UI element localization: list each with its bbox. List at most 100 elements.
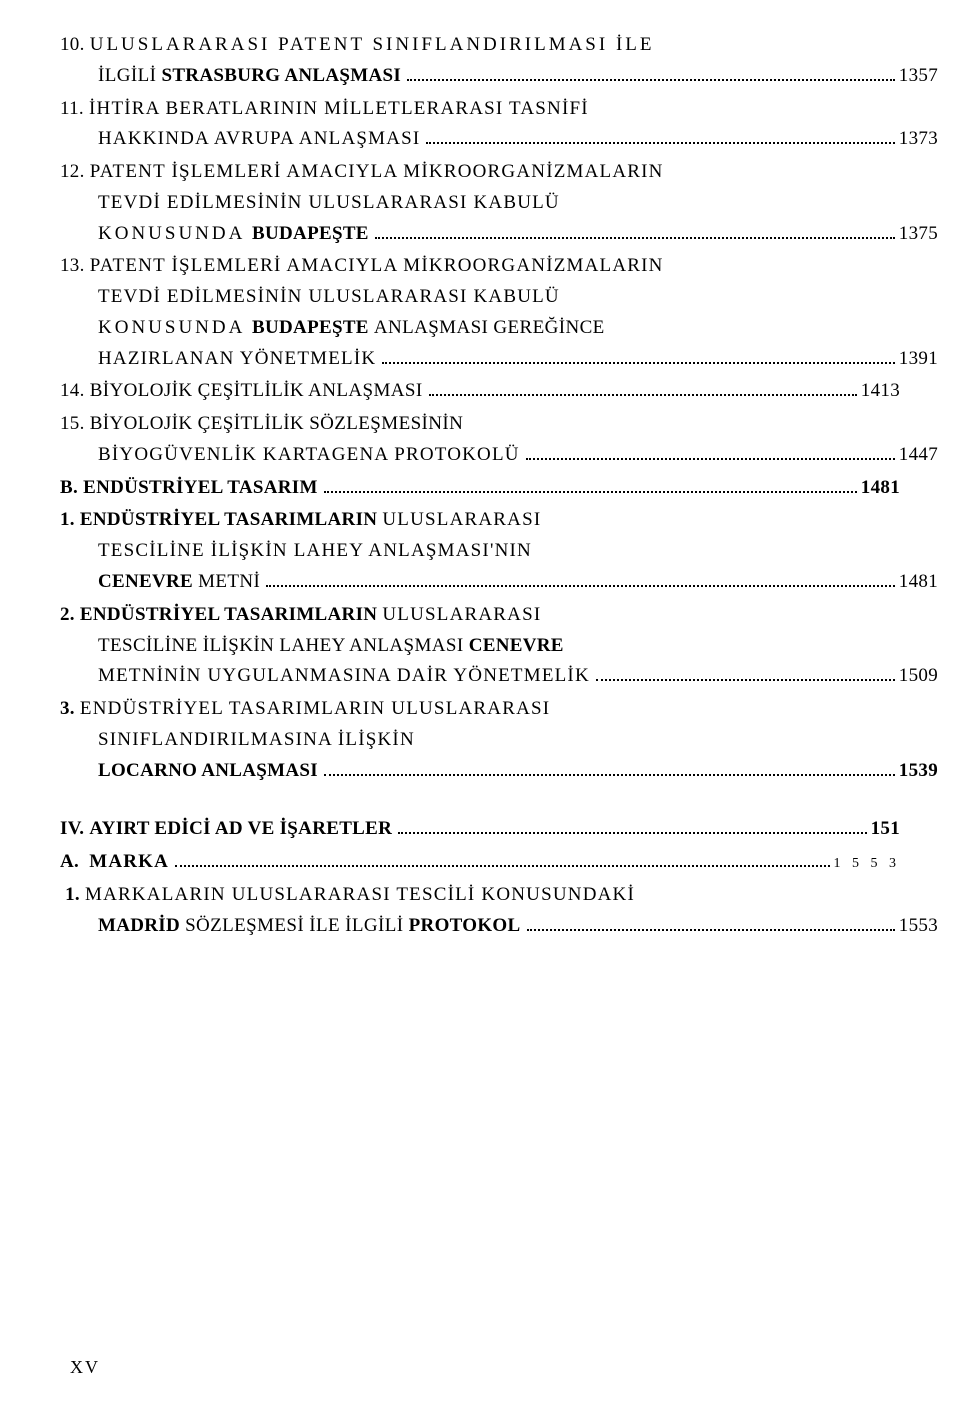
toc-entry-11: 11. İHTİRA BERATLARININ MİLLETLERARASI T…: [60, 94, 900, 156]
section-number: IV.: [60, 818, 84, 839]
entry-line: 10. ULUSLARARASI PATENT SINIFLANDIRILMAS…: [60, 30, 900, 61]
entry-leader-row: İLGİLİ STRASBURG ANLAŞMASI 1357: [60, 61, 938, 92]
entry-text: ENDÜSTRİYEL TASARIMLARIN ULUSLARARASI: [80, 698, 550, 719]
entry-leader-row: HAKKINDA AVRUPA ANLAŞMASI 1373: [60, 124, 938, 155]
leader-dots: [375, 223, 895, 238]
entry-line: TESCİLİNE İLİŞKİN LAHEY ANLAŞMASI CENEVR…: [60, 631, 900, 662]
entry-leader-row: A. MARKA 1 5 5 3: [60, 847, 900, 878]
section-number: A.: [60, 851, 79, 872]
toc-section-iv: IV. AYIRT EDİCİ AD VE İŞARETLER 151: [60, 814, 900, 845]
item-number: 1.: [65, 884, 80, 905]
leader-dots: [324, 760, 895, 775]
entry-bold: MADRİD: [98, 915, 185, 936]
leader-dots: [407, 65, 895, 80]
entry-line: 12. PATENT İŞLEMLERİ AMACIYLA MİKROORGAN…: [60, 157, 900, 188]
entry-leader-row: LOCARNO ANLAŞMASI 1539: [60, 756, 938, 787]
leader-dots: [596, 666, 895, 681]
entry-label: 14. BİYOLOJİK ÇEŞİTLİLİK ANLAŞMASI: [60, 376, 423, 407]
entry-text: METNİ: [198, 571, 260, 592]
entry-bold: LOCARNO ANLAŞMASI: [98, 760, 318, 781]
item-number: 11.: [60, 98, 84, 119]
entry-text: MARKALARIN ULUSLARARASI TESCİLİ KONUSUND…: [85, 884, 635, 905]
item-number: 13.: [60, 255, 85, 276]
entry-text: BİYOLOJİK ÇEŞİTLİLİK SÖZLEŞMESİNİN: [90, 413, 464, 434]
toc-entry-15: 15. BİYOLOJİK ÇEŞİTLİLİK SÖZLEŞMESİNİN B…: [60, 409, 900, 471]
page-number: 1509: [899, 661, 938, 692]
page-bold: 151: [871, 818, 900, 839]
entry-label: IV. AYIRT EDİCİ AD VE İŞARETLER: [60, 814, 392, 845]
leader-dots: [324, 477, 857, 492]
leader-dots: [426, 129, 894, 144]
entry-bold: BUDAPEŞTE: [252, 317, 374, 338]
leader-dots: [175, 852, 829, 867]
item-number: 15.: [60, 413, 85, 434]
leader-dots: [526, 445, 895, 460]
item-number: 10.: [60, 34, 85, 55]
entry-text: ULUSLARARASI: [382, 604, 541, 625]
page-number: 1391: [899, 344, 938, 375]
item-number: 2.: [60, 604, 75, 625]
page-number: 1357: [899, 61, 938, 92]
entry-label: B. ENDÜSTRİYEL TASARIM: [60, 473, 318, 504]
toc-entry-12: 12. PATENT İŞLEMLERİ AMACIYLA MİKROORGAN…: [60, 157, 900, 249]
entry-bold: ENDÜSTRİYEL TASARIMLARIN: [80, 509, 382, 530]
item-number: 1.: [60, 509, 75, 530]
page-number: 151: [871, 814, 900, 845]
entry-leader-row: IV. AYIRT EDİCİ AD VE İŞARETLER 151: [60, 814, 900, 845]
entry-bold: ENDÜSTRİYEL TASARIMLARIN: [80, 604, 382, 625]
item-number: 12.: [60, 161, 85, 182]
entry-line: 3. ENDÜSTRİYEL TASARIMLARIN ULUSLARARASI: [60, 694, 900, 725]
entry-text: KONUSUNDA: [98, 223, 252, 244]
entry-line: 15. BİYOLOJİK ÇEŞİTLİLİK SÖZLEŞMESİNİN: [60, 409, 900, 440]
entry-line: 1. ENDÜSTRİYEL TASARIMLARIN ULUSLARARASI: [60, 505, 900, 536]
entry-label: HAKKINDA AVRUPA ANLAŞMASI: [98, 124, 420, 155]
toc-entry-b2: 2. ENDÜSTRİYEL TASARIMLARIN ULUSLARARASI…: [60, 600, 900, 692]
entry-label: CENEVRE METNİ: [98, 567, 260, 598]
page-number: 1553: [899, 911, 938, 942]
entry-text: ANLAŞMASI GEREĞİNCE: [374, 317, 605, 338]
entry-text: KONUSUNDA: [98, 317, 252, 338]
entry-label: HAZIRLANAN YÖNETMELİK: [98, 344, 376, 375]
leader-dots: [382, 348, 894, 363]
toc-entry-13: 13. PATENT İŞLEMLERİ AMACIYLA MİKROORGAN…: [60, 251, 900, 374]
page-number: 1375: [899, 219, 938, 250]
page-number: 1481: [899, 567, 938, 598]
entry-line: SINIFLANDIRILMASINA İLİŞKİN: [60, 725, 900, 756]
toc-section-a: A. MARKA 1 5 5 3: [60, 847, 900, 878]
entry-text: BİYOLOJİK ÇEŞİTLİLİK ANLAŞMASI: [90, 380, 423, 401]
entry-leader-row: HAZIRLANAN YÖNETMELİK 1391: [60, 344, 938, 375]
page-number: 1447: [899, 440, 938, 471]
entry-bold: CENEVRE: [98, 571, 198, 592]
entry-leader-row: KONUSUNDA BUDAPEŞTE 1375: [60, 219, 938, 250]
entry-text: İHTİRA BERATLARININ MİLLETLERARASI TASNİ…: [89, 98, 589, 119]
toc-entry-b3: 3. ENDÜSTRİYEL TASARIMLARIN ULUSLARARASI…: [60, 694, 900, 786]
entry-label: BİYOGÜVENLİK KARTAGENA PROTOKOLÜ: [98, 440, 520, 471]
page-number: 1413: [861, 376, 900, 407]
page-number: 1 5 5 3: [834, 853, 901, 876]
page-bold: 1539: [899, 760, 938, 781]
entry-label: MADRİD SÖZLEŞMESİ İLE İLGİLİ PROTOKOL: [98, 911, 521, 942]
entry-text: PATENT İŞLEMLERİ AMACIYLA MİKROORGANİZMA…: [90, 161, 664, 182]
entry-leader-row: BİYOGÜVENLİK KARTAGENA PROTOKOLÜ 1447: [60, 440, 938, 471]
page-bold: 1481: [861, 477, 900, 498]
page-number: 1373: [899, 124, 938, 155]
entry-bold: PROTOKOL: [409, 915, 521, 936]
entry-leader-row: 14. BİYOLOJİK ÇEŞİTLİLİK ANLAŞMASI 1413: [60, 376, 900, 407]
leader-dots: [266, 572, 895, 587]
entry-bold: STRASBURG ANLAŞMASI: [161, 65, 401, 86]
entry-line: 13. PATENT İŞLEMLERİ AMACIYLA MİKROORGAN…: [60, 251, 900, 282]
entry-label: LOCARNO ANLAŞMASI: [98, 756, 318, 787]
entry-text: PATENT İŞLEMLERİ AMACIYLA MİKROORGANİZMA…: [90, 255, 664, 276]
entry-line: 1. MARKALARIN ULUSLARARASI TESCİLİ KONUS…: [60, 880, 900, 911]
entry-leader-row: MADRİD SÖZLEŞMESİ İLE İLGİLİ PROTOKOL 15…: [60, 911, 938, 942]
footer-page-number: XV: [70, 1353, 100, 1382]
entry-line: 2. ENDÜSTRİYEL TASARIMLARIN ULUSLARARASI: [60, 600, 900, 631]
entry-text: İLGİLİ: [98, 65, 161, 86]
leader-dots: [398, 819, 866, 834]
entry-label: METNİNİN UYGULANMASINA DAİR YÖNETMELİK: [98, 661, 590, 692]
entry-bold: BUDAPEŞTE: [252, 223, 369, 244]
toc-entry-b1: 1. ENDÜSTRİYEL TASARIMLARIN ULUSLARARASI…: [60, 505, 900, 597]
section-title: MARKA: [89, 851, 169, 872]
entry-line: 11. İHTİRA BERATLARININ MİLLETLERARASI T…: [60, 94, 900, 125]
entry-text: ULUSLARARASI PATENT SINIFLANDIRILMASI İL…: [90, 34, 655, 55]
